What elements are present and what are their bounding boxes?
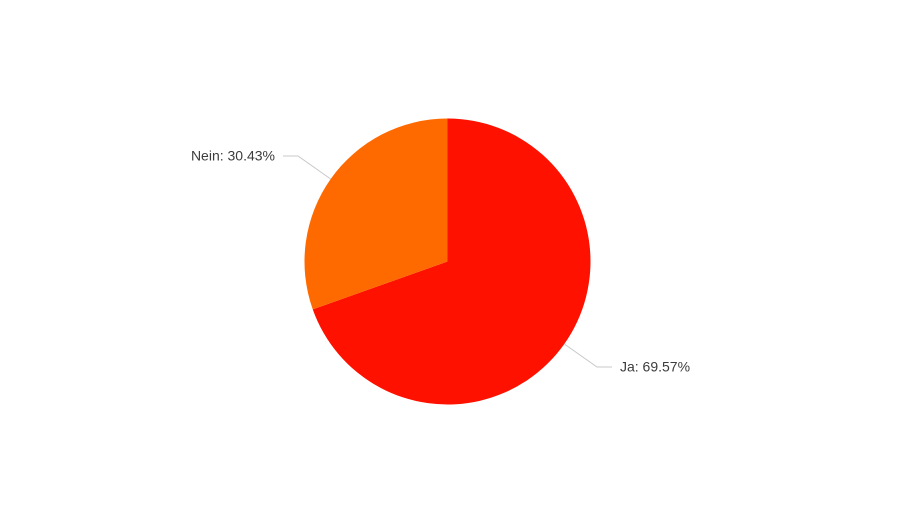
leader-line-ja [564,343,612,368]
pie-label-nein: Nein: 30.43% [190,147,275,164]
leader-line-nein [283,155,331,180]
pie-slice-ja[interactable] [312,118,591,405]
pie-label-ja: Ja: 69.57% [619,358,691,375]
pie-slice-nein[interactable] [304,118,448,310]
